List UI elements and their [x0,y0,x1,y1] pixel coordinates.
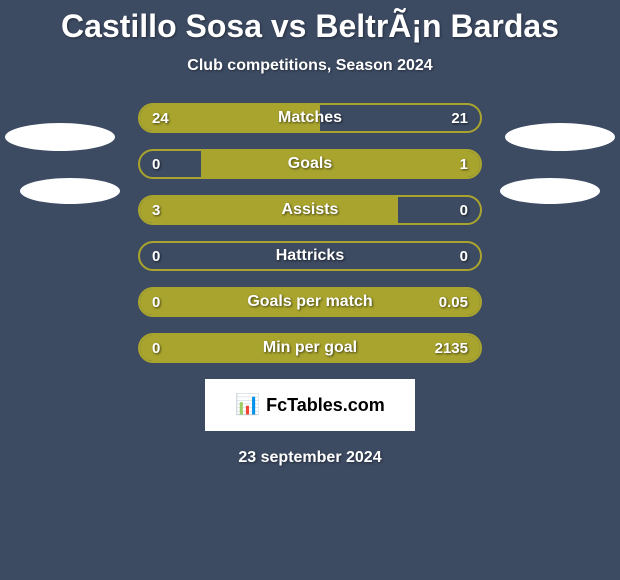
chart-icon: 📊 [235,395,260,415]
stat-row: 0Goals1 [138,149,482,179]
stat-row: 0Min per goal2135 [138,333,482,363]
stat-label: Goals per match [140,289,480,315]
logo-box: 📊 FcTables.com [205,379,415,431]
stat-value-right: 21 [451,105,468,131]
stat-label: Assists [140,197,480,223]
stat-row: 0Goals per match0.05 [138,287,482,317]
stat-row: 0Hattricks0 [138,241,482,271]
stats-bars: 24Matches210Goals13Assists00Hattricks00G… [138,103,482,363]
avatar-left-top [5,123,115,151]
stat-row: 24Matches21 [138,103,482,133]
page-title: Castillo Sosa vs BeltrÃ¡n Bardas [0,0,620,45]
stat-value-right: 0 [460,197,468,223]
stat-label: Matches [140,105,480,131]
avatar-left-bottom [20,178,120,204]
avatar-right-bottom [500,178,600,204]
stat-label: Goals [140,151,480,177]
avatar-right-top [505,123,615,151]
stat-value-right: 2135 [435,335,468,361]
stat-value-right: 0.05 [439,289,468,315]
subtitle: Club competitions, Season 2024 [0,57,620,75]
stat-value-right: 1 [460,151,468,177]
stat-label: Hattricks [140,243,480,269]
stat-value-right: 0 [460,243,468,269]
stat-label: Min per goal [140,335,480,361]
logo-text: FcTables.com [266,395,385,416]
date-label: 23 september 2024 [0,449,620,467]
stat-row: 3Assists0 [138,195,482,225]
